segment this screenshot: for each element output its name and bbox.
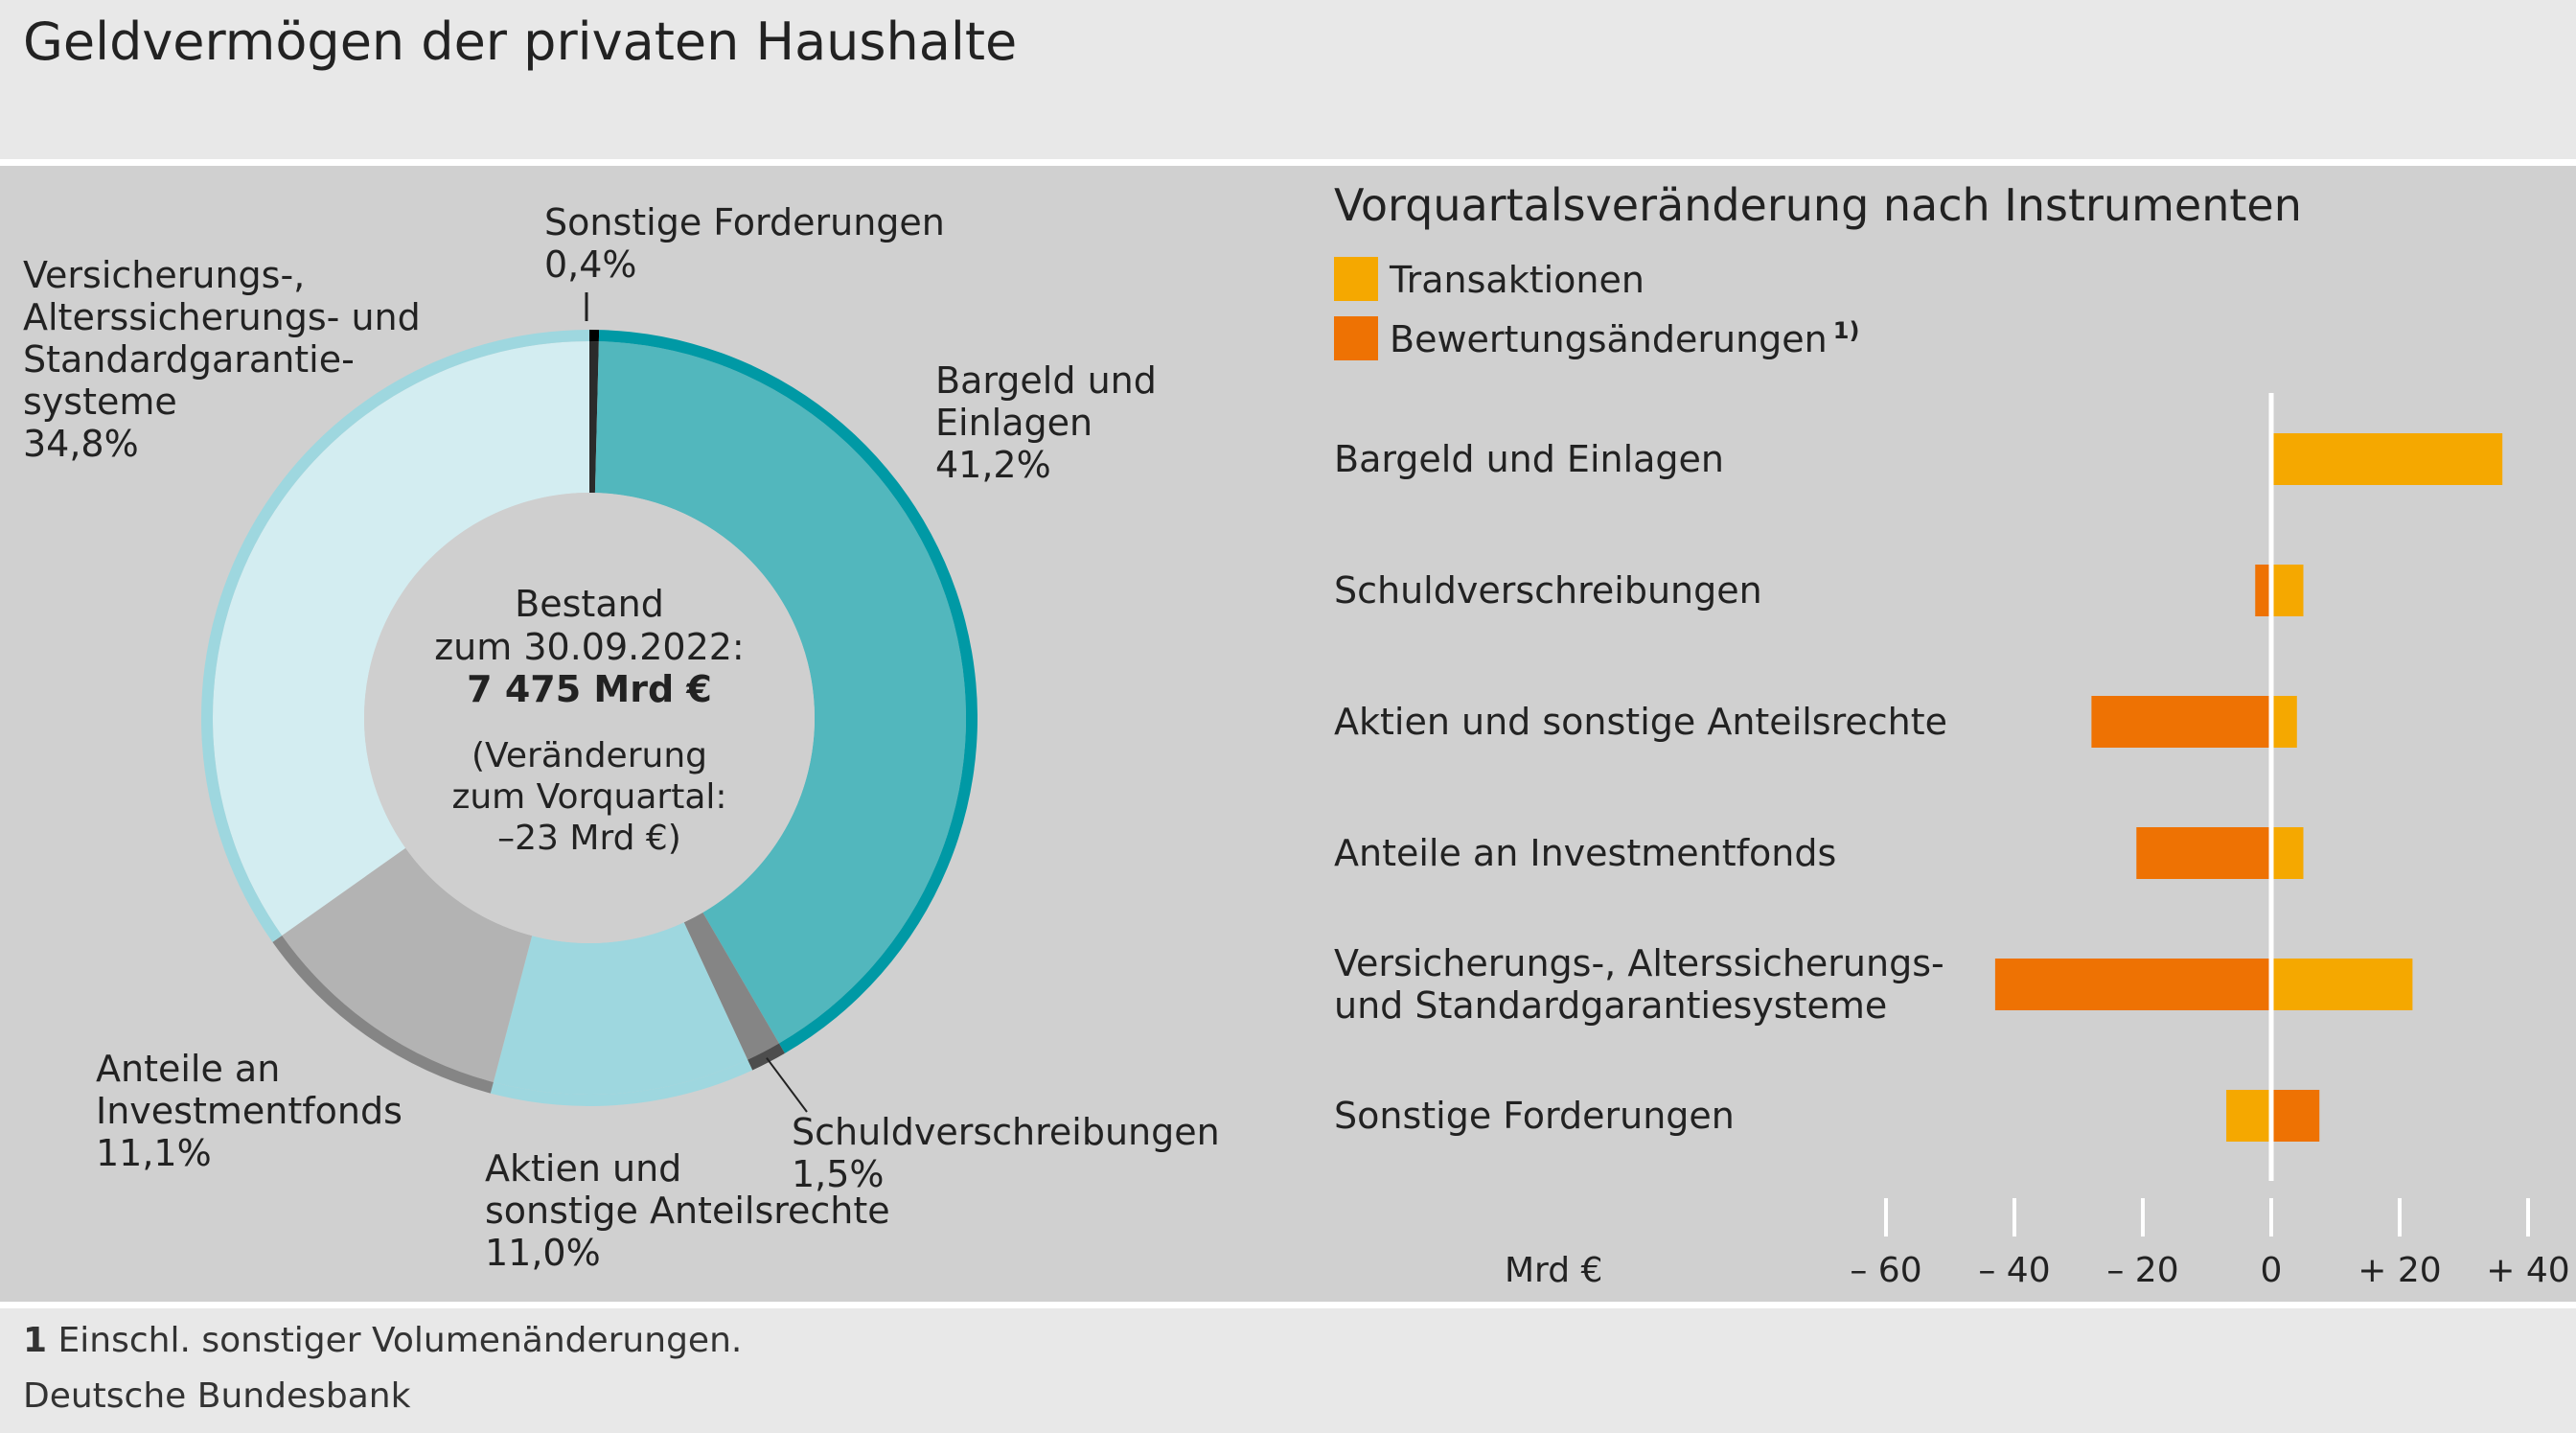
bar-category-label-4-line1: Anteile an Investmentfonds xyxy=(1334,832,1836,874)
bar-transaktionen-4 xyxy=(2271,827,2304,879)
slice-label-investment-line1: Anteile an xyxy=(96,1048,280,1090)
slice-label-aktien-line1: Aktien und xyxy=(485,1147,681,1190)
bar-chart-title: Vorquartalsveränderung nach Instrumenten xyxy=(1334,179,2302,231)
bar-transaktionen-3 xyxy=(2271,696,2297,748)
bottom-divider xyxy=(0,1302,2576,1308)
bar-transaktionen-1 xyxy=(2271,433,2503,485)
donut-ring-schuld xyxy=(748,1043,785,1071)
source-note: Deutsche Bundesbank xyxy=(23,1376,411,1416)
footnote-marker: 1 xyxy=(23,1321,48,1360)
slice-percent-investment: 11,1% xyxy=(96,1132,212,1174)
slice-label-schuld-line1: Schuldverschreibungen xyxy=(792,1111,1220,1153)
donut-slice-bargeld xyxy=(594,341,966,1044)
slice-percent-versicherung: 34,8% xyxy=(23,423,139,465)
legend-swatch-transaktionen xyxy=(1334,257,1378,301)
center-label-line2: zum 30.09.2022: xyxy=(434,626,745,668)
bar-category-label-6-line1: Sonstige Forderungen xyxy=(1334,1095,1735,1137)
x-tick-label-2: – 40 xyxy=(1978,1251,2050,1290)
footnote-text: Einschl. sonstiger Volumenänderungen. xyxy=(58,1321,743,1360)
slice-percent-aktien: 11,0% xyxy=(485,1232,601,1274)
x-axis-label: Mrd € xyxy=(1505,1251,1602,1290)
slice-label-bargeld-line2: Einlagen xyxy=(935,402,1092,444)
center-label-line4: (Veränderung xyxy=(472,736,707,775)
bar-bewertung-6 xyxy=(2271,1090,2320,1142)
slice-label-versicherung-line2: Alterssicherungs- und xyxy=(23,296,421,338)
donut-ring-versicherung xyxy=(201,330,589,942)
bar-transaktionen-5 xyxy=(2271,959,2413,1010)
slice-percent-bargeld: 41,2% xyxy=(935,444,1051,486)
donut-ring-sonstige xyxy=(589,330,600,342)
legend-label-bewertung: Bewertungsänderungen 1) xyxy=(1390,317,1859,360)
slice-label-versicherung-line3: Standardgarantie- xyxy=(23,338,355,381)
slice-percent-schuld: 1,5% xyxy=(792,1153,885,1195)
legend-superscript: 1) xyxy=(1833,317,1860,344)
slice-percent-sonstige: 0,4% xyxy=(544,243,637,286)
donut-slice-sonstige xyxy=(589,341,599,494)
donut-slice-aktien xyxy=(493,922,748,1095)
donut-slice-investment xyxy=(282,847,533,1083)
bar-chart: Vorquartalsveränderung nach Instrumenten… xyxy=(1334,179,2570,1290)
x-tick-label-4: 0 xyxy=(2261,1251,2283,1290)
donut-center xyxy=(364,493,815,943)
page-title: Geldvermögen der privaten Haushalte xyxy=(23,12,1018,72)
bar-transaktionen-2 xyxy=(2271,565,2304,616)
slice-label-aktien-line2: sonstige Anteilsrechte xyxy=(485,1190,890,1232)
center-label-line5: zum Vorquartal: xyxy=(451,777,726,817)
x-tick-label-3: – 20 xyxy=(2106,1251,2178,1290)
x-tick-label-1: – 60 xyxy=(1850,1251,1921,1290)
leader-line-schuld xyxy=(766,1057,808,1113)
donut-ring-investment xyxy=(272,935,494,1094)
center-label-line6: –23 Mrd €) xyxy=(497,819,681,858)
donut-ring-aktien xyxy=(490,1059,753,1106)
bar-bewertung-4 xyxy=(2136,827,2271,879)
legend-label-transaktionen: Transaktionen xyxy=(1389,259,1644,301)
legend-swatch-bewertung xyxy=(1334,316,1378,360)
bar-category-label-1-line1: Bargeld und Einlagen xyxy=(1334,438,1724,480)
center-label-line3: 7 475 Mrd € xyxy=(467,668,712,710)
slice-label-sonstige-line1: Sonstige Forderungen xyxy=(544,201,945,243)
slice-label-versicherung-line4: systeme xyxy=(23,381,177,423)
bar-category-label-5-line1: Versicherungs-, Alterssicherungs- xyxy=(1334,942,1944,984)
top-divider xyxy=(0,159,2576,166)
footnote: 1 Einschl. sonstiger Volumenänderungen. xyxy=(23,1321,742,1360)
bar-bewertung-2 xyxy=(2255,565,2271,616)
x-tick-label-6: + 40 xyxy=(2486,1251,2569,1290)
bar-transaktionen-6 xyxy=(2226,1090,2271,1142)
bar-category-label-2-line1: Schuldverschreibungen xyxy=(1334,569,1762,612)
center-label-line1: Bestand xyxy=(515,583,664,625)
donut-slice-schuld xyxy=(683,913,779,1060)
bar-category-label-3-line1: Aktien und sonstige Anteilsrechte xyxy=(1334,701,1947,743)
bar-bewertung-3 xyxy=(2091,696,2271,748)
slice-label-bargeld-line1: Bargeld und xyxy=(935,359,1157,402)
x-tick-label-5: + 20 xyxy=(2358,1251,2441,1290)
bar-bewertung-5 xyxy=(1994,959,2271,1010)
slice-label-investment-line2: Investmentfonds xyxy=(96,1090,402,1132)
donut-slice-versicherung xyxy=(213,341,589,936)
slice-label-versicherung-line1: Versicherungs-, xyxy=(23,254,305,296)
bar-category-label-5-line2: und Standardgarantiesysteme xyxy=(1334,984,1887,1027)
